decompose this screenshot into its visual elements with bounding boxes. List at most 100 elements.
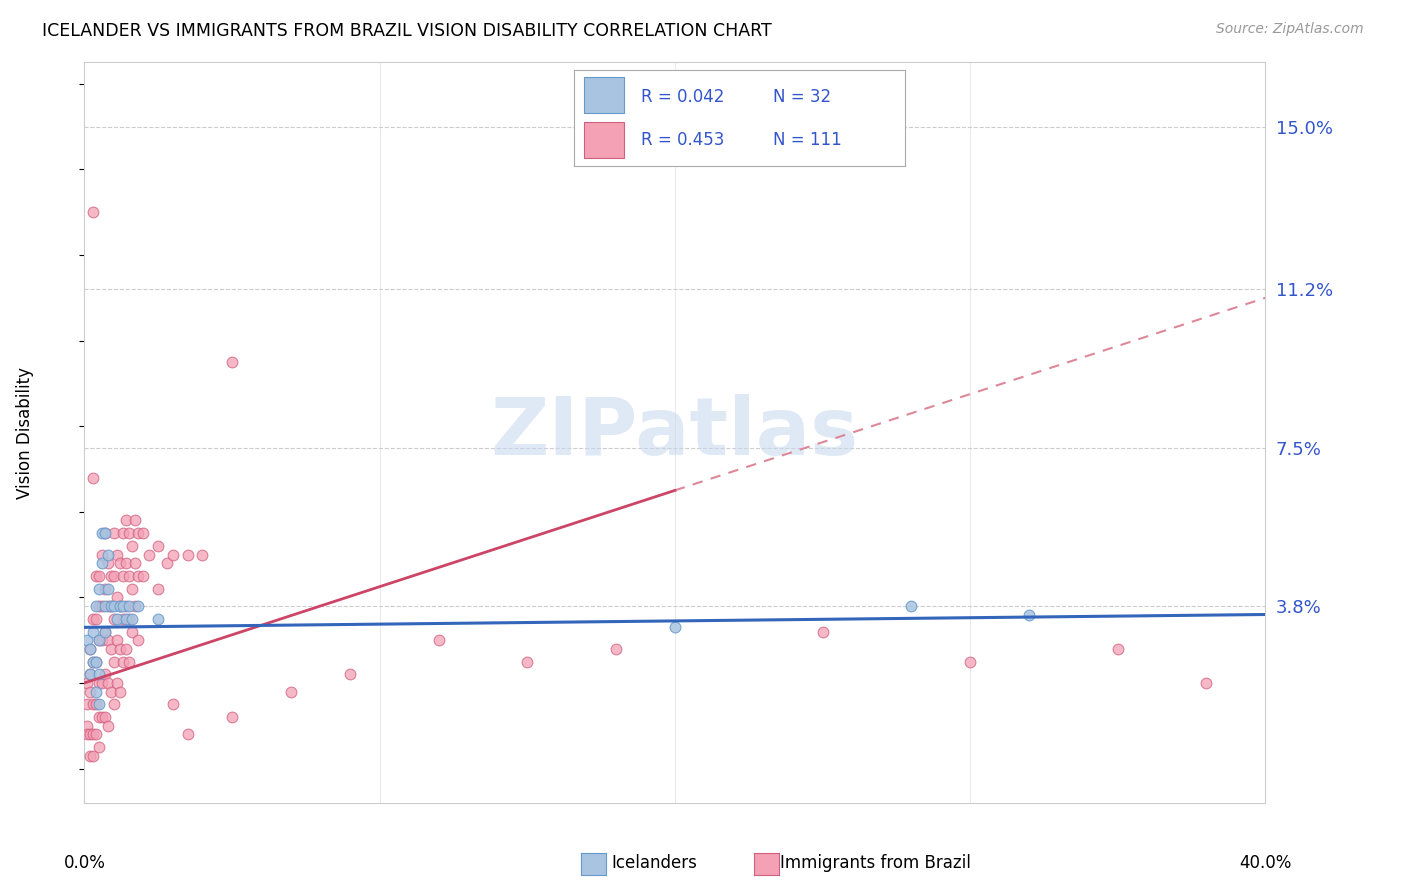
- Point: [94, 667, 117, 681]
- Point: [114, 612, 136, 626]
- Point: [82, 470, 104, 484]
- Point: [82, 748, 104, 763]
- Point: [91, 556, 114, 570]
- Point: [127, 599, 149, 613]
- Point: [132, 526, 155, 541]
- Point: [79, 748, 101, 763]
- Point: [89, 740, 111, 755]
- Point: [89, 569, 111, 583]
- Point: [84, 698, 107, 712]
- Point: [132, 569, 155, 583]
- Point: [94, 624, 117, 639]
- Point: [76, 698, 98, 712]
- Point: [105, 548, 128, 562]
- Point: [108, 599, 131, 613]
- Point: [221, 710, 243, 724]
- Point: [103, 599, 125, 613]
- Point: [124, 513, 146, 527]
- Point: [111, 526, 134, 541]
- Point: [124, 599, 146, 613]
- Point: [79, 727, 101, 741]
- Point: [516, 655, 538, 669]
- Point: [339, 667, 361, 681]
- Point: [105, 612, 128, 626]
- Point: [76, 719, 98, 733]
- Point: [127, 526, 149, 541]
- Point: [121, 539, 143, 553]
- Point: [84, 727, 107, 741]
- Point: [127, 633, 149, 648]
- Point: [118, 569, 141, 583]
- Point: [100, 684, 122, 698]
- Point: [114, 599, 136, 613]
- Point: [177, 548, 200, 562]
- Point: [103, 655, 125, 669]
- Point: [103, 698, 125, 712]
- Text: Immigrants from Brazil: Immigrants from Brazil: [780, 855, 972, 872]
- Point: [108, 641, 131, 656]
- Point: [76, 633, 98, 648]
- Text: Icelanders: Icelanders: [612, 855, 697, 872]
- Point: [118, 526, 141, 541]
- Point: [94, 624, 117, 639]
- Point: [97, 633, 120, 648]
- Point: [76, 727, 98, 741]
- Text: 40.0%: 40.0%: [1239, 855, 1292, 872]
- Point: [82, 655, 104, 669]
- Point: [111, 569, 134, 583]
- Point: [148, 539, 170, 553]
- Point: [138, 548, 160, 562]
- Point: [82, 655, 104, 669]
- Point: [118, 612, 141, 626]
- Point: [121, 612, 143, 626]
- Point: [105, 676, 128, 690]
- Point: [84, 655, 107, 669]
- Point: [82, 205, 104, 219]
- Point: [89, 633, 111, 648]
- Text: ZIPatlas: ZIPatlas: [491, 393, 859, 472]
- Point: [89, 667, 111, 681]
- Point: [100, 641, 122, 656]
- Point: [89, 633, 111, 648]
- Point: [79, 667, 101, 681]
- Point: [79, 641, 101, 656]
- Point: [105, 591, 128, 605]
- Point: [427, 633, 450, 648]
- Point: [97, 719, 120, 733]
- Point: [91, 676, 114, 690]
- Point: [97, 548, 120, 562]
- Point: [1018, 607, 1040, 622]
- Point: [84, 655, 107, 669]
- Point: [89, 698, 111, 712]
- Point: [108, 684, 131, 698]
- Point: [1195, 676, 1218, 690]
- Point: [121, 582, 143, 596]
- Text: 0.0%: 0.0%: [63, 855, 105, 872]
- Point: [103, 526, 125, 541]
- Point: [82, 698, 104, 712]
- Point: [111, 612, 134, 626]
- Point: [118, 655, 141, 669]
- Point: [103, 612, 125, 626]
- Point: [111, 599, 134, 613]
- Point: [89, 582, 111, 596]
- Point: [162, 548, 184, 562]
- Point: [114, 513, 136, 527]
- Point: [191, 548, 214, 562]
- Point: [94, 599, 117, 613]
- Point: [94, 582, 117, 596]
- Point: [959, 655, 981, 669]
- Point: [127, 569, 149, 583]
- Point: [100, 599, 122, 613]
- Point: [76, 676, 98, 690]
- Point: [118, 599, 141, 613]
- Point: [162, 698, 184, 712]
- Point: [84, 684, 107, 698]
- Point: [79, 641, 101, 656]
- Point: [91, 548, 114, 562]
- Point: [82, 624, 104, 639]
- Point: [79, 684, 101, 698]
- Point: [148, 582, 170, 596]
- Point: [91, 633, 114, 648]
- Point: [605, 641, 627, 656]
